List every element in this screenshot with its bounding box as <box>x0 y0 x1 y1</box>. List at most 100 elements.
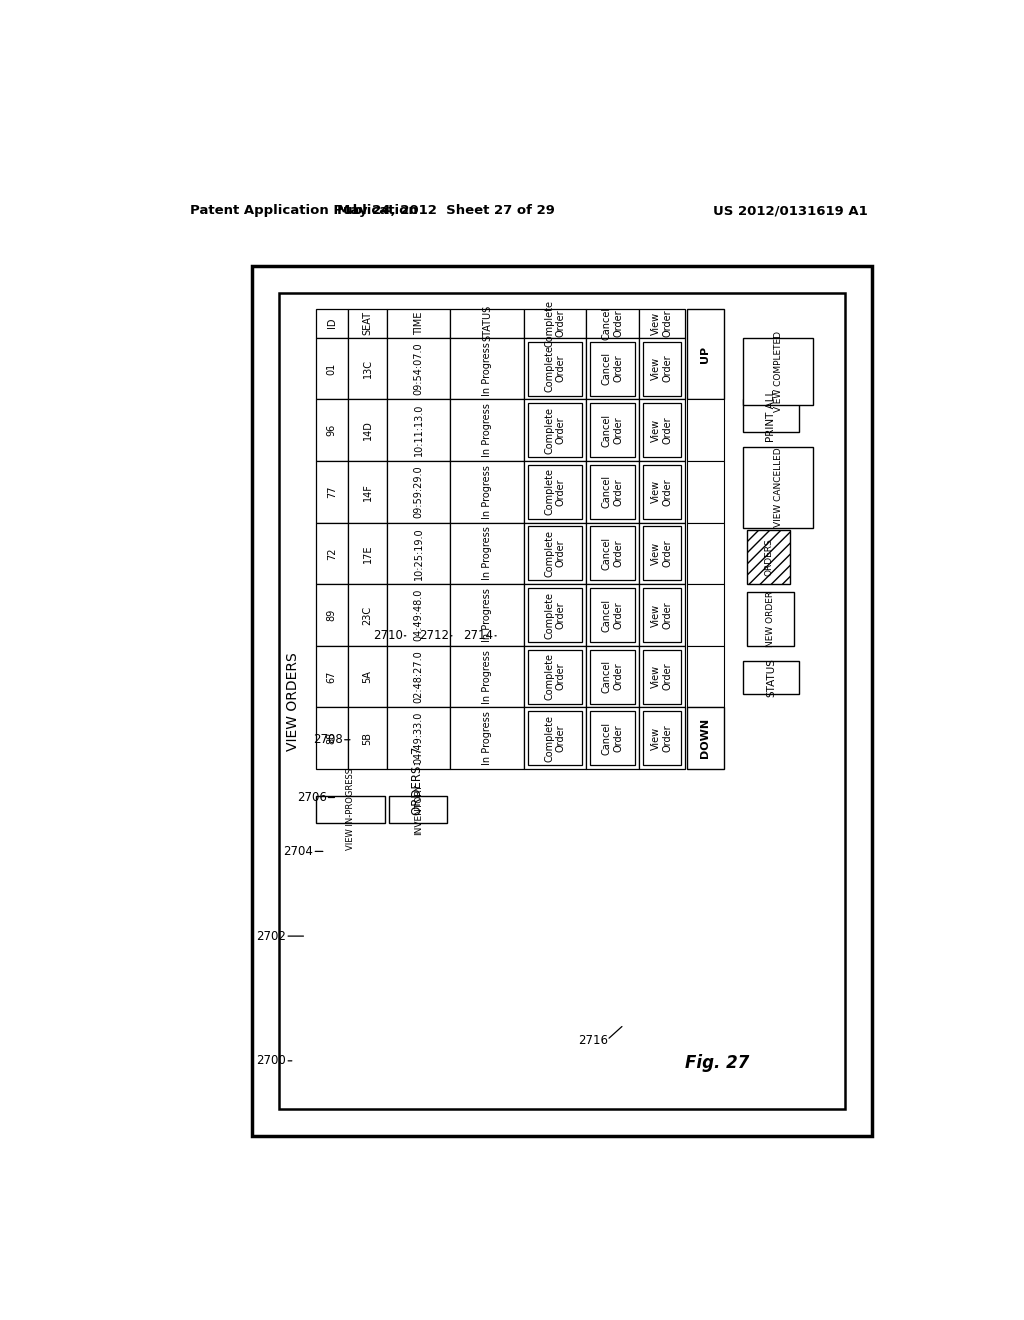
Text: View
Order: View Order <box>651 355 673 383</box>
Bar <box>252 267 872 1137</box>
Bar <box>643 342 681 396</box>
Text: Cancel
Order: Cancel Order <box>601 475 624 508</box>
Bar <box>586 523 639 585</box>
Text: US 2012/0131619 A1: US 2012/0131619 A1 <box>713 205 868 218</box>
Text: 89: 89 <box>327 609 337 622</box>
Bar <box>528 342 583 396</box>
Bar <box>528 711 583 766</box>
Text: 88: 88 <box>327 733 337 744</box>
Bar <box>643 649 681 704</box>
Text: Cancel
Order: Cancel Order <box>601 413 624 446</box>
Bar <box>643 589 681 642</box>
Text: View
Order: View Order <box>651 663 673 690</box>
Bar <box>590 589 635 642</box>
Text: 5A: 5A <box>362 671 373 682</box>
Text: ORDERS: ORDERS <box>764 539 773 576</box>
Text: 2716: 2716 <box>578 1034 608 1047</box>
Text: In Progress: In Progress <box>482 649 493 704</box>
Bar <box>348 400 387 461</box>
Text: 01: 01 <box>327 363 337 375</box>
Text: 2708: 2708 <box>313 733 343 746</box>
Bar <box>643 711 681 766</box>
Bar <box>451 461 524 523</box>
Text: Cancel
Order: Cancel Order <box>601 660 624 693</box>
Bar <box>639 338 685 400</box>
Text: NEW ORDER: NEW ORDER <box>766 591 775 647</box>
Bar <box>387 309 451 338</box>
Text: Complete
Order: Complete Order <box>544 591 566 639</box>
Bar <box>348 309 387 338</box>
Text: Cancel
Order: Cancel Order <box>601 306 624 339</box>
Bar <box>348 461 387 523</box>
Text: Complete
Order: Complete Order <box>544 300 566 347</box>
Text: 09:59:29.0: 09:59:29.0 <box>414 466 424 519</box>
Text: Complete
Order: Complete Order <box>544 345 566 392</box>
Bar <box>348 645 387 708</box>
Bar <box>387 400 451 461</box>
Bar <box>687 400 724 461</box>
Text: 72: 72 <box>327 548 337 560</box>
Text: In Progress: In Progress <box>482 404 493 457</box>
Text: May 24, 2012  Sheet 27 of 29: May 24, 2012 Sheet 27 of 29 <box>337 205 555 218</box>
Text: 10:25:19.0: 10:25:19.0 <box>414 527 424 579</box>
Bar <box>643 527 681 581</box>
Bar <box>748 591 794 645</box>
Text: 14F: 14F <box>362 483 373 500</box>
Bar <box>387 585 451 645</box>
Text: Patent Application Publication: Patent Application Publication <box>190 205 418 218</box>
Bar <box>387 338 451 400</box>
Bar <box>743 400 799 432</box>
Bar <box>387 645 451 708</box>
Bar <box>528 589 583 642</box>
Text: View
Order: View Order <box>651 540 673 568</box>
Bar <box>524 461 586 523</box>
Text: 10:11:13.0: 10:11:13.0 <box>414 404 424 457</box>
Text: 2710: 2710 <box>373 630 402 643</box>
Text: In Progress: In Progress <box>482 711 493 766</box>
Text: SEAT: SEAT <box>362 312 373 335</box>
Text: Complete
Order: Complete Order <box>544 714 566 762</box>
Bar <box>524 338 586 400</box>
Bar <box>528 465 583 519</box>
Text: View
Order: View Order <box>651 601 673 628</box>
Bar <box>743 661 799 693</box>
Text: 13C: 13C <box>362 359 373 378</box>
Bar <box>643 404 681 457</box>
Bar <box>586 461 639 523</box>
Bar <box>280 293 845 1109</box>
Bar <box>348 708 387 770</box>
Bar <box>639 708 685 770</box>
Bar <box>687 461 724 523</box>
Bar <box>586 708 639 770</box>
Text: PRINT ALL: PRINT ALL <box>766 389 776 442</box>
Bar <box>639 645 685 708</box>
Bar <box>639 309 685 338</box>
Text: Cancel
Order: Cancel Order <box>601 722 624 755</box>
Bar <box>315 461 348 523</box>
Bar <box>639 400 685 461</box>
Text: UP: UP <box>700 346 711 363</box>
Bar <box>687 585 724 645</box>
Text: View
Order: View Order <box>651 309 673 337</box>
Bar <box>451 400 524 461</box>
Bar <box>590 711 635 766</box>
Text: Cancel
Order: Cancel Order <box>601 352 624 385</box>
Bar <box>387 523 451 585</box>
Text: STATUS: STATUS <box>482 305 493 342</box>
Text: 2714: 2714 <box>463 630 494 643</box>
Text: 2700: 2700 <box>256 1055 287 1068</box>
Bar <box>748 531 790 585</box>
Bar <box>586 400 639 461</box>
Text: TIME: TIME <box>414 312 424 335</box>
Text: 09:54:07.0: 09:54:07.0 <box>414 342 424 395</box>
Bar <box>315 400 348 461</box>
Bar <box>586 338 639 400</box>
Text: ORDERS:  7: ORDERS: 7 <box>412 746 424 814</box>
Bar <box>315 645 348 708</box>
Bar <box>639 461 685 523</box>
Text: View
Order: View Order <box>651 478 673 506</box>
Text: View
Order: View Order <box>651 725 673 752</box>
Bar <box>524 708 586 770</box>
Text: DOWN: DOWN <box>700 718 711 758</box>
Bar <box>590 527 635 581</box>
